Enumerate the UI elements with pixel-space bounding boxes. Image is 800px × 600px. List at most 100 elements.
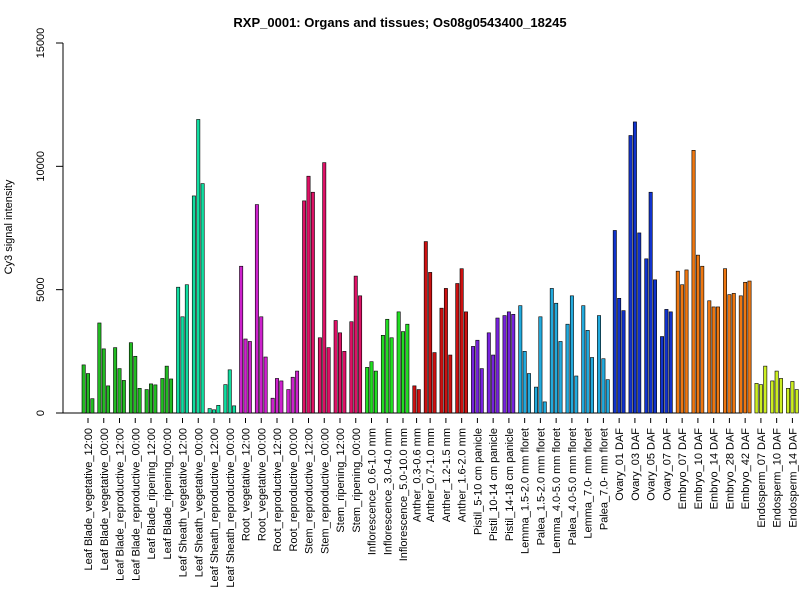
bar (275, 378, 279, 414)
category-label: Palea_7.0- mm floret (598, 428, 610, 530)
bar (412, 385, 417, 414)
category-label: Inflorescence_0.6-1.0 mm (367, 428, 379, 555)
y-tick-label: 15000 (35, 28, 47, 59)
bar (117, 368, 122, 414)
bar (754, 383, 759, 414)
y-tick-label: 0 (35, 410, 47, 416)
bar (518, 305, 523, 414)
category-label: Ovary_07 DAF (661, 428, 673, 501)
bar (612, 230, 617, 414)
category-label: Leaf Sheath_reproductive_00:00 (225, 428, 237, 588)
bar (216, 405, 221, 414)
bar (554, 302, 559, 414)
bar (160, 378, 165, 414)
bar (432, 352, 437, 414)
bar (605, 379, 610, 414)
bar (180, 316, 185, 414)
bar (585, 330, 590, 414)
bar (286, 389, 291, 414)
category-label: Embryo_42 DAF (740, 428, 752, 510)
bar (380, 334, 385, 414)
bar (128, 342, 133, 414)
bar (711, 306, 716, 414)
bar (338, 332, 342, 414)
bar (684, 269, 689, 414)
bar (290, 376, 295, 414)
category-label: Embryo_07 DAF (677, 428, 689, 510)
category-label: Pistil_10-14 cm panicle (488, 428, 500, 541)
bar (223, 384, 228, 414)
y-tick-label: 10000 (35, 151, 47, 182)
category-label: Embryo_10 DAF (693, 428, 705, 510)
bar (758, 384, 763, 414)
bar (169, 378, 174, 414)
bar (101, 348, 106, 414)
bar (295, 370, 300, 414)
bar (254, 204, 259, 414)
bar (534, 386, 539, 414)
bar (617, 297, 622, 414)
bar (164, 365, 169, 414)
bar (358, 295, 363, 414)
y-axis-label: Cy3 signal intensity (3, 179, 15, 274)
bar (81, 364, 86, 414)
bar (538, 316, 543, 414)
category-label: Embryo_14 DAF (709, 428, 721, 510)
bar (621, 310, 626, 414)
bar (263, 356, 268, 414)
bar (790, 381, 795, 414)
bar (644, 258, 649, 414)
bar (794, 389, 799, 414)
category-label: Endosperm_07 DAF (756, 428, 768, 528)
category-label: Ovary_01 DAF (614, 428, 626, 501)
bar (664, 309, 669, 414)
bar (637, 232, 642, 414)
bar (723, 268, 728, 414)
bar (423, 241, 428, 414)
bar (743, 281, 748, 414)
bar (90, 398, 95, 414)
bar (279, 380, 284, 414)
bar (479, 368, 484, 414)
bar (443, 288, 448, 414)
category-label: Root_vegetative_00:00 (256, 428, 268, 541)
category-label: Root_reproductive_00:00 (288, 428, 300, 552)
category-label: Pistil_14-18 cm panicle (504, 428, 516, 541)
bar (542, 401, 547, 414)
bar (326, 347, 331, 414)
bar (243, 338, 248, 414)
bar (401, 331, 405, 414)
bar (259, 316, 264, 414)
category-label: Ovary_03 DAF (630, 428, 642, 501)
bar (731, 293, 736, 414)
bars (81, 119, 799, 414)
bar (439, 307, 444, 414)
category-label: Pistil_5-10 cm panicle (472, 428, 484, 535)
bar (574, 375, 579, 414)
bar (506, 311, 511, 414)
category-label: Palea_4.0-5.0 mm floret (567, 428, 579, 545)
category-label: Lemma_1.5-2.0 mm floret (520, 428, 532, 554)
bar (121, 380, 126, 414)
bar (212, 409, 216, 414)
category-label: Anther_0.7-1.0 mm (425, 428, 437, 522)
category-label: Leaf Blade_vegetative_00:00 (99, 428, 111, 571)
category-label: Anther_1.6-2.0 mm (457, 428, 469, 522)
bar (549, 288, 554, 414)
bar (632, 121, 637, 414)
bar (342, 351, 347, 414)
bar (396, 311, 401, 414)
category-label: Leaf Blade_vegetative_12:00 (83, 428, 95, 571)
bar (106, 385, 111, 414)
category-label: Stem_reproductive_12:00 (304, 428, 316, 554)
category-label: Leaf Blade_ripening_12:00 (146, 428, 158, 560)
bar (353, 275, 358, 414)
category-label: Leaf Blade_reproductive_12:00 (115, 428, 127, 581)
category-label: Leaf Sheath_vegetative_00:00 (193, 428, 205, 577)
bar (113, 347, 118, 414)
bar (738, 295, 743, 414)
category-label: Embryo_28 DAF (724, 428, 736, 510)
bar (207, 408, 212, 414)
bar (779, 378, 783, 414)
